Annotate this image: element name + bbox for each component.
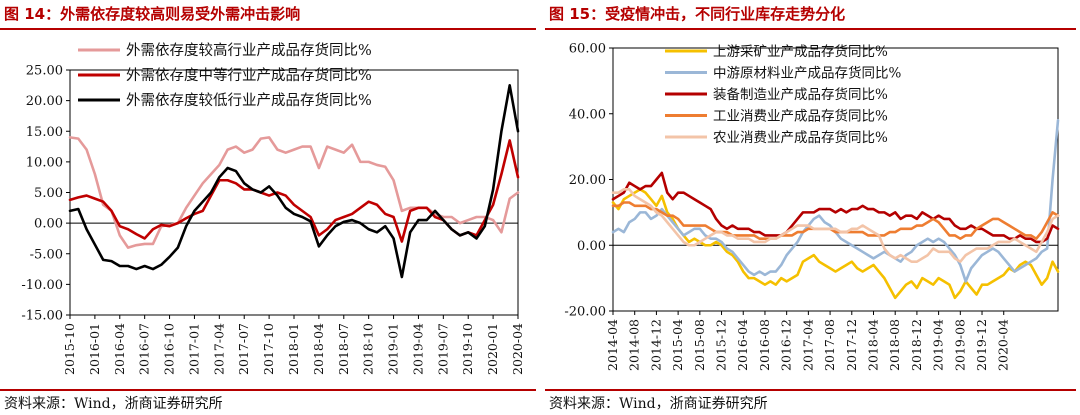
x-tick-label: 2017-10	[261, 323, 276, 375]
source-note: 资料来源：Wind，浙商证券研究所	[549, 396, 768, 412]
y-tick-label: 20.00	[26, 94, 63, 109]
legend-label: 农业消费业产成品存货同比%	[713, 129, 888, 146]
x-tick-label: 2014-08	[627, 319, 642, 371]
x-tick-label: 2016-04	[735, 319, 750, 371]
left-chart-panel: 图 14：外需依存度较高则易受外需冲击影响 -15.00 -10.00 -5.00 0…	[0, 5, 536, 412]
title-rule	[545, 28, 1076, 30]
line-chart: -20.00 0.00 20.00 40.00 60.00 2014-04 2014-08 2…	[564, 42, 1060, 371]
right-chart-panel: 图 15：受疫情冲击，不同行业库存走势分化 -20.00 0.00 20.00 40.…	[545, 0, 1080, 415]
y-tick-label: 5.00	[34, 186, 63, 201]
series-line	[68, 84, 520, 279]
series-line	[611, 171, 1060, 244]
x-tick-label: 2017-12	[844, 319, 859, 371]
legend-label: 外需依存度中等行业产成品存货同比%	[126, 66, 372, 84]
source-rule	[545, 389, 1076, 391]
legend-label: 装备制造业产成品存货同比%	[713, 86, 888, 103]
series-line	[611, 188, 1060, 263]
x-tick-label: 2017-08	[822, 319, 837, 371]
y-tick-label: 20.00	[569, 173, 606, 188]
x-tick-label: 2016-10	[162, 323, 177, 375]
x-tick-label: 2019-01	[386, 323, 401, 375]
x-tick-label: 2020-04	[996, 319, 1011, 371]
y-tick-label: 25.00	[26, 64, 63, 79]
y-tick-label: 0.00	[34, 217, 63, 232]
x-tick-label: 2018-10	[361, 323, 376, 375]
legend-label: 上游采矿业产成品存货同比%	[713, 43, 888, 60]
y-tick-label: 15.00	[26, 125, 63, 140]
x-tick-label: 2014-04	[605, 319, 620, 371]
x-tick-label: 2017-04	[800, 319, 815, 371]
title-rule	[0, 28, 536, 30]
x-tick-label: 2020-04	[510, 323, 525, 375]
x-tick-label: 2015-12	[714, 319, 729, 371]
y-tick-label: 60.00	[569, 42, 606, 57]
x-tick-label: 2019-04	[410, 323, 425, 375]
x-tick-label: 2018-07	[336, 323, 351, 375]
x-tick-label: 2016-01	[87, 323, 102, 375]
y-tick-label: -10.00	[21, 278, 63, 293]
y-tick-label: 10.00	[26, 155, 63, 170]
x-tick-label: 2015-10	[62, 323, 77, 375]
x-tick-label: 2018-08	[887, 319, 902, 371]
x-tick-label: 2014-12	[648, 319, 663, 371]
chart-title: 图 14：外需依存度较高则易受外需冲击影响	[4, 5, 301, 23]
x-tick-label: 2018-01	[286, 323, 301, 375]
x-tick-label: 2018-12	[909, 319, 924, 371]
legend-label: 外需依存度较低行业产成品存货同比%	[126, 91, 372, 109]
series-line	[68, 136, 520, 249]
source-rule	[0, 389, 536, 391]
x-tick-label: 2019-08	[952, 319, 967, 371]
x-tick-label: 2020-01	[485, 323, 500, 375]
source-note: 资料来源：Wind，浙商证券研究所	[4, 396, 223, 412]
chart-title: 图 15：受疫情冲击，不同行业库存走势分化	[549, 5, 846, 23]
y-tick-label: 40.00	[569, 107, 606, 122]
series-line	[68, 139, 520, 243]
line-chart: -15.00 -10.00 -5.00 0.00 5.00 10.00 15.00 20.00…	[21, 41, 525, 375]
x-tick-label: 2019-07	[435, 323, 450, 375]
x-tick-label: 2017-07	[236, 323, 251, 375]
x-tick-label: 2016-08	[757, 319, 772, 371]
series-line	[611, 201, 1060, 240]
x-tick-label: 2016-12	[779, 319, 794, 371]
x-tick-label: 2017-04	[211, 323, 226, 375]
x-tick-label: 2019-04	[931, 319, 946, 371]
x-tick-label: 2016-04	[112, 323, 127, 375]
x-tick-label: 2015-04	[670, 319, 685, 371]
legend-label: 工业消费业产成品存货同比%	[713, 108, 888, 125]
x-tick-label: 2019-10	[460, 323, 475, 375]
legend-label: 中游原材料业产成品存货同比%	[713, 65, 901, 82]
y-tick-label: -20.00	[564, 305, 606, 320]
x-tick-label: 2019-12	[974, 319, 989, 371]
x-tick-label: 2017-01	[186, 323, 201, 375]
y-tick-label: -15.00	[21, 309, 63, 324]
legend-label: 外需依存度较高行业产成品存货同比%	[126, 41, 372, 59]
x-tick-label: 2018-04	[865, 319, 880, 371]
x-tick-label: 2018-04	[311, 323, 326, 375]
x-tick-label: 2015-08	[692, 319, 707, 371]
y-tick-label: -5.00	[30, 247, 63, 262]
x-tick-label: 2016-07	[137, 323, 152, 375]
y-tick-label: 0.00	[577, 239, 606, 254]
series-line	[611, 188, 1060, 300]
